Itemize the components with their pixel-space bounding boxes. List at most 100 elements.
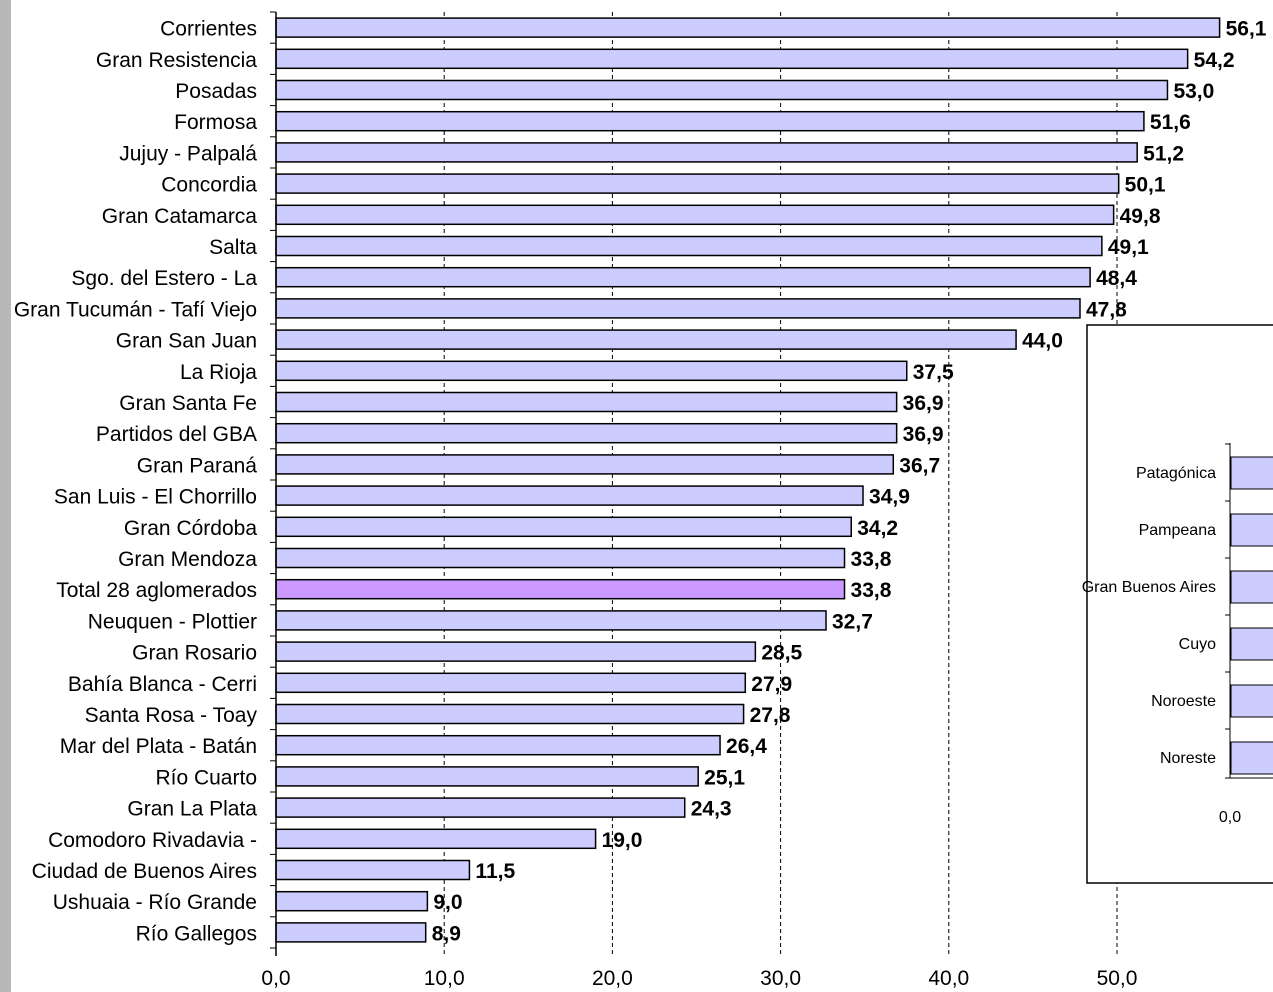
value-label-1: 54,2 [1194,49,1235,72]
bar-3 [275,110,1145,132]
category-label-12: Gran Santa Fe [119,392,257,415]
bars: Corrientes 56,1 Gran Resistencia 54,2 Posada… [14,17,1267,945]
value-label-3: 51,6 [1150,111,1191,134]
inset-category-label-4: Noroeste [1151,693,1216,710]
inset-bar-5 [1230,741,1273,775]
x-tick-label-5: 50,0 [1097,967,1138,990]
inset-category-label-0: Patagónica [1136,465,1216,482]
bar-2 [275,79,1169,101]
bar-25 [275,797,686,818]
category-label-16: Gran Córdoba [124,517,257,540]
bar-11 [275,360,908,382]
value-label-7: 49,1 [1108,236,1149,259]
category-label-25: Gran La Plata [127,798,257,821]
category-label-0: Corrientes [160,18,257,41]
value-label-23: 26,4 [726,735,767,758]
bar-4 [275,142,1138,163]
value-label-19: 32,7 [832,610,873,633]
value-label-0: 56,1 [1226,18,1267,41]
category-label-8: Sgo. del Estero - La [71,267,257,290]
value-label-26: 19,0 [602,829,643,852]
value-label-16: 34,2 [857,517,898,540]
category-label-3: Formosa [174,111,257,134]
bar-15 [275,485,864,506]
inset-category-label-1: Pampeana [1139,522,1216,539]
inset-category-label-2: Gran Buenos Aires [1082,579,1216,596]
category-label-24: Río Cuarto [155,766,257,789]
bar-23 [275,734,721,756]
inset-bar-2 [1230,570,1273,604]
value-label-20: 28,5 [761,642,802,665]
value-label-4: 51,2 [1143,142,1184,165]
x-tick-label-3: 30,0 [760,967,801,990]
category-label-29: Río Gallegos [136,922,257,945]
category-label-19: Neuquen - Plottier [88,610,257,633]
bar-18 [275,578,846,600]
category-label-27: Ciudad de Buenos Aires [32,860,257,883]
value-label-9: 47,8 [1086,298,1127,321]
value-label-15: 34,9 [869,486,910,509]
value-label-13: 36,9 [903,423,944,446]
bar-20 [275,641,757,662]
inset-category-label-5: Noreste [1160,750,1216,767]
value-label-17: 33,8 [851,548,892,571]
value-label-12: 36,9 [903,392,944,415]
value-label-22: 27,8 [750,704,791,727]
bar-7 [275,235,1103,257]
category-label-14: Gran Paraná [137,454,258,477]
window-left-edge [0,0,11,992]
bar-27 [275,859,471,881]
value-label-10: 44,0 [1022,330,1063,353]
bar-28 [275,890,429,912]
bar-29 [275,922,427,943]
x-tick-label-2: 20,0 [592,967,633,990]
value-label-25: 24,3 [691,798,732,821]
category-label-28: Ushuaia - Río Grande [53,891,257,914]
category-label-21: Bahía Blanca - Cerri [68,673,257,696]
bar-17 [275,547,846,569]
category-label-20: Gran Rosario [132,642,257,665]
bar-26 [275,828,597,850]
value-label-6: 49,8 [1120,205,1161,228]
category-label-1: Gran Resistencia [96,49,257,72]
category-label-18: Total 28 aglomerados [56,579,257,602]
bar-5 [275,173,1120,194]
category-label-17: Gran Mendoza [118,548,257,571]
bar-14 [275,454,895,475]
category-label-26: Comodoro Rivadavia - [48,829,257,852]
bar-9 [275,298,1081,319]
category-label-10: Gran San Juan [116,330,257,353]
value-label-21: 27,9 [751,673,792,696]
value-label-27: 11,5 [475,860,515,883]
inset-x-tick-label-0: 0,0 [1219,809,1241,826]
category-label-22: Santa Rosa - Toay [85,704,258,727]
inset-bar-4 [1230,684,1273,718]
inset-bar-3 [1230,627,1273,661]
bar-22 [275,703,745,725]
value-label-28: 9,0 [433,891,462,914]
value-label-2: 53,0 [1173,80,1214,103]
category-label-13: Partidos del GBA [96,423,257,446]
category-label-9: Gran Tucumán - Tafí Viejo [14,298,257,321]
category-label-15: San Luis - El Chorrillo [54,486,257,509]
bar-10 [275,329,1017,350]
bar-12 [275,391,898,413]
value-label-11: 37,5 [913,361,954,384]
bar-1 [275,48,1189,70]
category-label-4: Jujuy - Palpalá [119,142,257,165]
category-label-7: Salta [209,236,257,259]
x-tick-label-0: 0,0 [261,967,290,990]
x-tick-label-4: 40,0 [928,967,969,990]
bar-8 [275,266,1091,288]
inset-bar-0 [1230,456,1273,490]
value-label-8: 48,4 [1096,267,1137,290]
x-tick-label-1: 10,0 [424,967,465,990]
category-label-6: Gran Catamarca [102,205,258,228]
bar-24 [275,766,699,787]
axes: 0,010,020,030,040,050,06 [261,11,1138,990]
value-label-18: 33,8 [851,579,892,602]
category-label-11: La Rioja [180,361,257,384]
value-label-5: 50,1 [1125,174,1166,197]
inset-bar-1 [1230,513,1273,547]
